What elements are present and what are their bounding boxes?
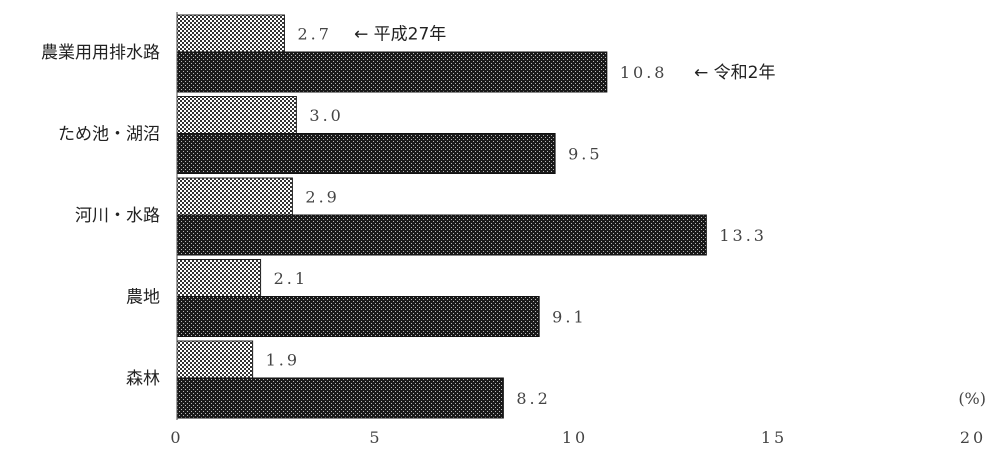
bar-5-series-1 [176, 340, 254, 379]
bar-4-series-1 [176, 259, 262, 297]
category-label-5: 森林 [126, 369, 160, 389]
category-label-4: 農地 [126, 288, 160, 308]
value-label-5-series-1: 1.9 [266, 351, 300, 370]
labels-layer: 2.7 10.8 農業用用排水路 3.0 9.5 ため池・湖沼 2.9 13.3 河川・水路 2.… [41, 25, 775, 409]
bar-1-series-2 [176, 51, 608, 93]
value-label-2-series-2: 9.5 [568, 145, 602, 164]
value-label-1-series-1: 2.7 [297, 25, 331, 44]
bar-3-series-1 [176, 177, 293, 216]
value-label-2-series-1: 3.0 [309, 106, 343, 125]
value-label-3-series-1: 2.9 [305, 188, 339, 207]
bar-4-series-2 [176, 296, 540, 337]
value-label-5-series-2: 8.2 [516, 389, 550, 408]
bars-layer [176, 14, 707, 419]
annotation-series-2: ← 令和2年 [694, 63, 775, 83]
value-label-3-series-2: 13.3 [719, 226, 767, 245]
x-tick-label-3: 10 [562, 428, 588, 447]
x-tick-label-4: 15 [761, 428, 787, 447]
category-label-2: ため池・湖沼 [58, 125, 160, 145]
x-tick-label-1: 0 [170, 428, 183, 447]
category-label-3: 河川・水路 [75, 206, 160, 226]
axis-layer: 0 5 10 15 20 (%) [170, 12, 986, 447]
value-label-4-series-1: 2.1 [274, 269, 308, 288]
bar-2-series-2 [176, 133, 556, 174]
bar-1-series-1 [176, 14, 285, 53]
value-label-1-series-2: 10.8 [620, 63, 668, 82]
bar-2-series-1 [176, 96, 297, 134]
value-label-4-series-2: 9.1 [552, 308, 586, 327]
x-tick-label-5: 20 [960, 428, 986, 447]
x-unit-label: (%) [958, 389, 986, 408]
bar-5-series-2 [176, 377, 504, 419]
annotation-series-1: ← 平成27年 [354, 25, 446, 45]
bar-3-series-2 [176, 214, 707, 256]
x-tick-label-2: 5 [369, 428, 382, 447]
category-label-1: 農業用用排水路 [41, 43, 160, 63]
